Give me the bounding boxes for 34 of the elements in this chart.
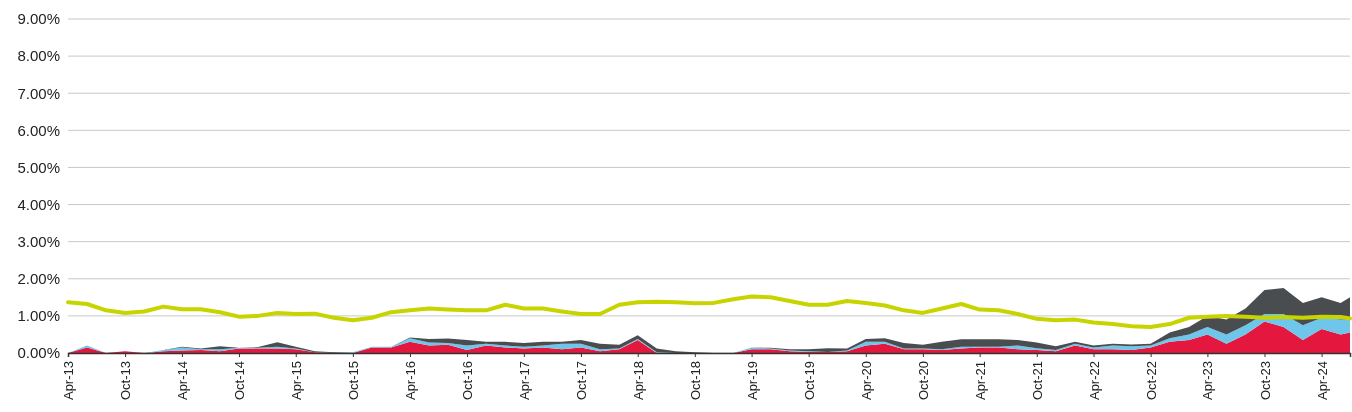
x-tick-label: Oct-20 bbox=[915, 361, 931, 401]
y-tick-label: 2.00% bbox=[17, 270, 60, 288]
x-tick-label: Apr-20 bbox=[858, 361, 874, 401]
x-tick-label: Oct-19 bbox=[801, 361, 817, 401]
x-tick-label: Apr-15 bbox=[288, 361, 304, 401]
y-tick-label: 6.00% bbox=[17, 121, 60, 139]
x-tick-label: Apr-21 bbox=[972, 361, 988, 401]
x-tick-label: Apr-19 bbox=[744, 361, 760, 401]
line-series bbox=[66, 294, 1352, 330]
x-tick-label: Oct-22 bbox=[1143, 361, 1159, 401]
x-tick-label: Oct-21 bbox=[1029, 361, 1045, 401]
x-tick-label: Oct-16 bbox=[460, 361, 476, 401]
x-tick-label: Apr-24 bbox=[1314, 361, 1330, 401]
x-tick-label: Oct-15 bbox=[345, 361, 361, 401]
y-tick-label: 9.00% bbox=[17, 10, 60, 28]
y-tick-label: 1.00% bbox=[17, 307, 60, 325]
y-tick-label: 0.00% bbox=[17, 344, 60, 362]
x-tick-label: Oct-14 bbox=[232, 361, 248, 401]
x-tick-label: Oct-23 bbox=[1257, 361, 1273, 401]
y-tick-label: 8.00% bbox=[17, 47, 60, 65]
x-tick-label: Apr-17 bbox=[516, 361, 532, 401]
x-tick-label: Apr-14 bbox=[174, 361, 190, 401]
x-tick-label: Apr-13 bbox=[61, 361, 77, 401]
x-tick-label: Apr-18 bbox=[630, 361, 646, 401]
x-tick-label: Oct-13 bbox=[118, 361, 134, 401]
x-tick-label: Apr-22 bbox=[1086, 361, 1102, 401]
y-tick-label: 3.00% bbox=[17, 232, 60, 250]
y-tick-label: 7.00% bbox=[17, 84, 60, 102]
x-tick-label: Apr-23 bbox=[1200, 361, 1216, 401]
x-tick-label: Oct-18 bbox=[687, 361, 703, 401]
y-tick-label: 5.00% bbox=[17, 158, 60, 176]
y-tick-label: 4.00% bbox=[17, 195, 60, 213]
x-tick-label: Oct-17 bbox=[573, 361, 589, 401]
x-tick-label: Apr-16 bbox=[403, 361, 418, 401]
